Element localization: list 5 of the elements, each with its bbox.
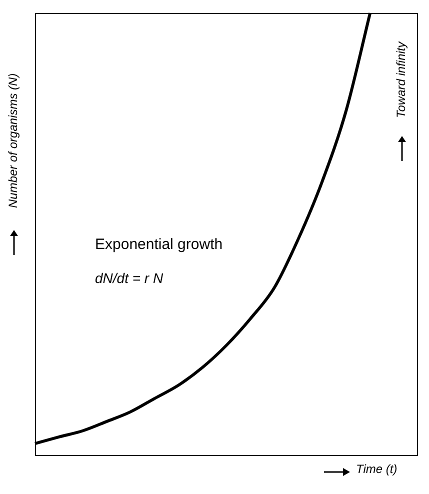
annotation: dN/dt = r N — [95, 270, 164, 286]
y-axis-title: Number of organisms (N) — [6, 73, 20, 208]
annotation: Exponential growth — [95, 236, 223, 253]
x-axis-title: Time (t) — [356, 462, 398, 476]
annotation: Toward infinity — [394, 42, 408, 118]
